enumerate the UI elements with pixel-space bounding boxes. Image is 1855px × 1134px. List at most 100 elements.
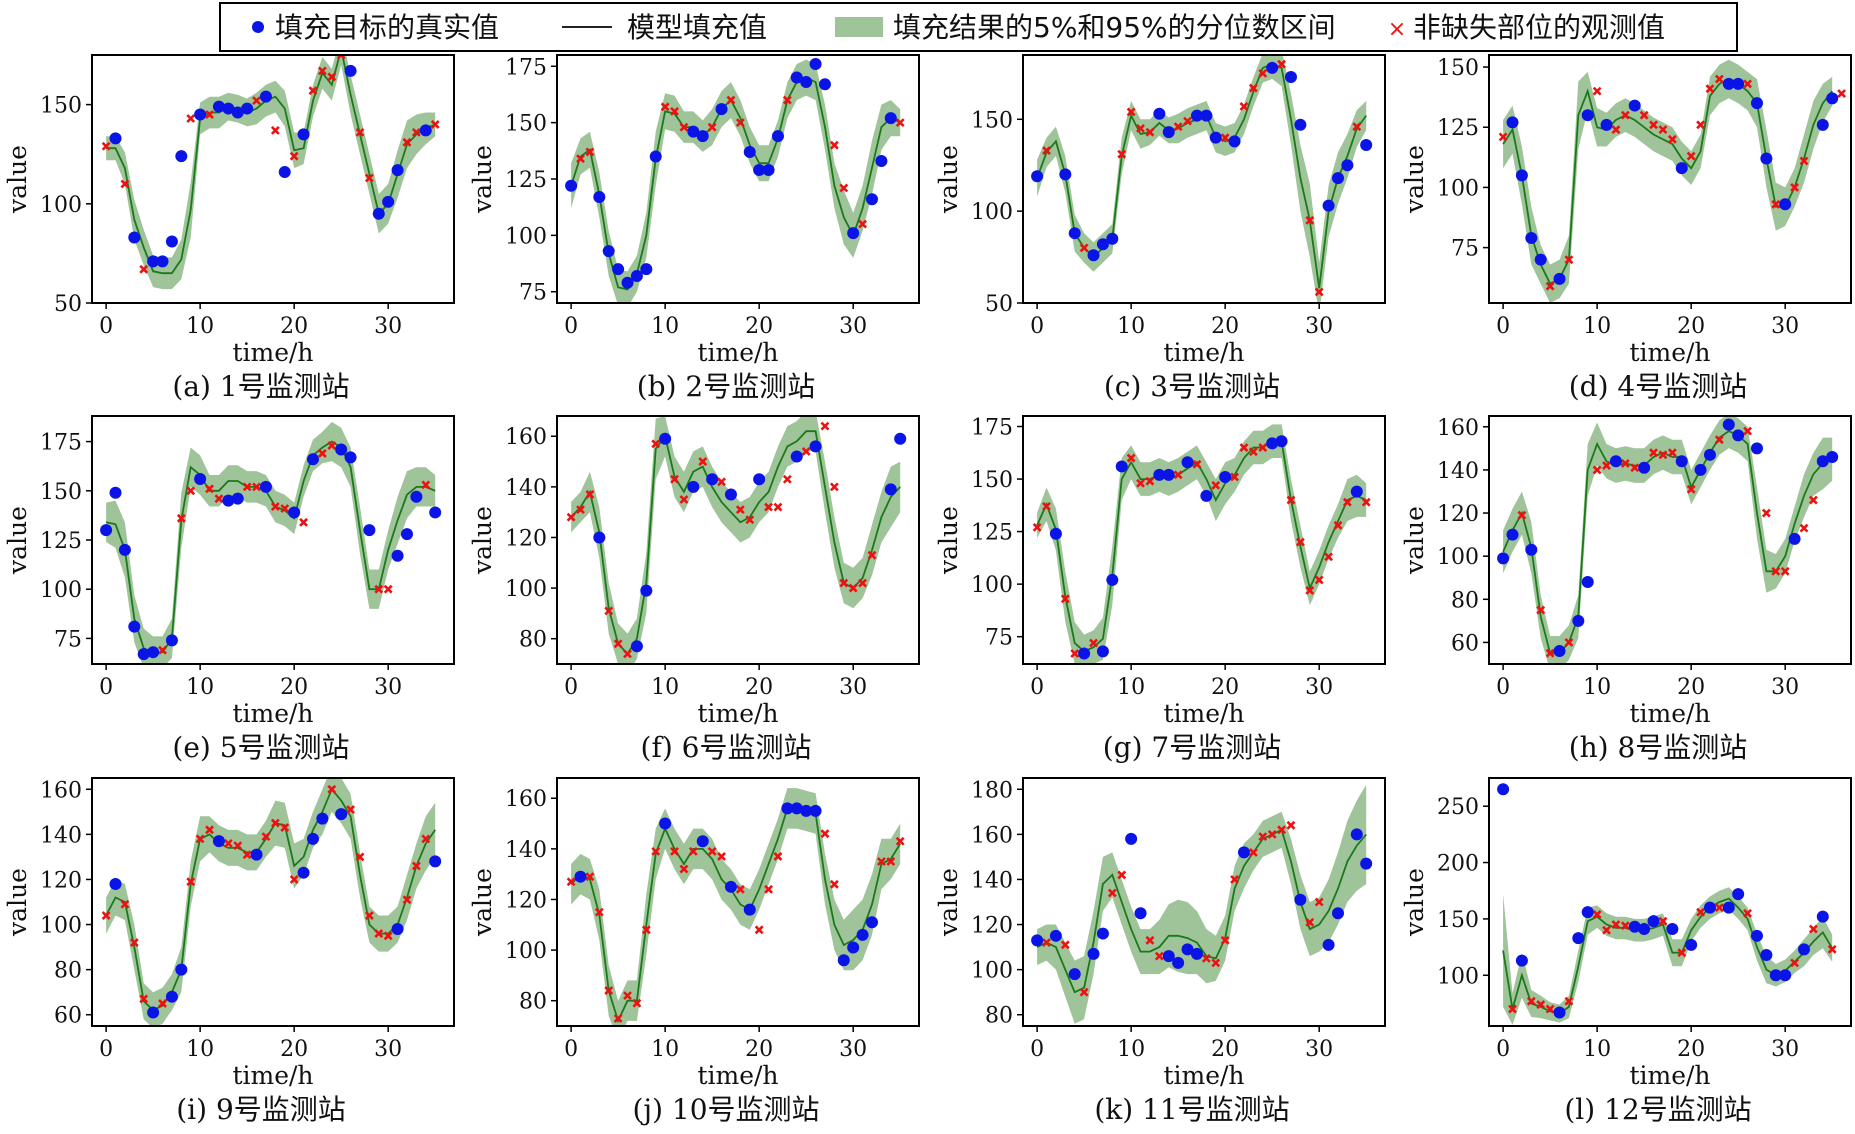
x-tick-label: 0: [1496, 675, 1510, 700]
true-point: [865, 916, 878, 929]
true-point: [165, 634, 178, 647]
true-point: [1350, 828, 1363, 841]
y-tick-label: 150: [971, 108, 1013, 133]
observed-point: [1602, 925, 1611, 935]
observed-point: [848, 583, 858, 593]
true-point: [715, 103, 728, 116]
true-point: [1581, 906, 1594, 919]
observed-point: [1145, 935, 1155, 945]
x-tick-label: 10: [1583, 1037, 1611, 1062]
observed-point: [1620, 110, 1630, 120]
x-axis-label: time/h: [1163, 1061, 1244, 1090]
observed-point: [1799, 523, 1809, 533]
panel-12: 0 10 20 30 100 150 200 250 time/h value (l) 12号监测站: [1400, 777, 1852, 1126]
y-tick-label: 120: [505, 888, 547, 913]
true-point: [1190, 947, 1203, 960]
true-point: [706, 473, 719, 486]
true-point: [344, 451, 357, 464]
observed-point: [1042, 938, 1051, 948]
observed-point: [1658, 125, 1668, 135]
observed-point: [1042, 146, 1051, 155]
observed-point: [374, 584, 384, 594]
true-point: [231, 492, 244, 505]
true-point: [1219, 470, 1232, 483]
true-point: [1106, 573, 1119, 586]
true-point: [884, 483, 897, 496]
panel-frame: [1488, 777, 1852, 1027]
x-tick-label: 10: [186, 675, 214, 700]
true-point: [649, 150, 662, 163]
quantile-band: [1037, 784, 1367, 1024]
observed-point: [651, 439, 661, 449]
y-axis-label: value: [1400, 868, 1429, 937]
true-point: [1826, 92, 1839, 105]
true-point: [391, 549, 404, 562]
x-tick-label: 10: [651, 675, 679, 700]
true-point: [1797, 943, 1810, 956]
true-point: [1600, 118, 1613, 131]
panel-1: 0 10 20 30 50 100 150 time/h value (a) 1号监测站: [3, 54, 455, 403]
observed-point: [585, 147, 595, 157]
true-point: [419, 124, 432, 137]
observed-point: [1714, 903, 1724, 913]
panel-8: 0 10 20 30 60 80 100 120 140 160 time/h value (h) 8号…: [1400, 415, 1852, 764]
observed-point: [585, 872, 595, 882]
true-point: [1497, 552, 1510, 565]
true-point: [1087, 947, 1100, 960]
observed-point: [280, 823, 290, 833]
y-tick-label: 80: [519, 990, 547, 1015]
y-tick-label: 75: [54, 627, 82, 652]
y-axis-label: value: [1400, 506, 1429, 575]
true-point: [1816, 118, 1829, 131]
y-tick-label: 160: [505, 425, 547, 450]
true-point: [1534, 253, 1547, 266]
observed-point: [120, 179, 130, 189]
panel-caption: (l) 12号监测站: [1564, 1093, 1751, 1126]
x-tick-label: 0: [1030, 675, 1044, 700]
x-axis-label: time/h: [697, 338, 778, 367]
observed-point: [679, 864, 689, 874]
observed-point: [1042, 501, 1051, 511]
y-tick-label: 80: [985, 1004, 1013, 1029]
observed-point: [1790, 958, 1799, 968]
true-point: [297, 866, 310, 879]
true-point: [800, 76, 813, 89]
observed-point: [1173, 122, 1183, 132]
observed-point: [829, 140, 839, 150]
observed-point: [186, 486, 196, 496]
true-point: [1350, 485, 1363, 498]
quantile-band: [106, 55, 436, 290]
x-tick-label: 0: [99, 1037, 113, 1062]
observed-point: [158, 999, 167, 1008]
observed-point: [1592, 909, 1602, 919]
true-point: [288, 506, 301, 519]
model-line: [1036, 440, 1367, 653]
observed-point: [1136, 124, 1145, 133]
true-point: [724, 488, 737, 501]
x-axis-label: time/h: [232, 338, 313, 367]
true-point: [1200, 489, 1213, 502]
observed-point: [585, 490, 595, 499]
y-tick-label: 120: [1437, 502, 1479, 527]
true-point: [1237, 846, 1250, 859]
x-axis-label: time/h: [1163, 338, 1244, 367]
true-point: [743, 903, 756, 916]
true-point: [1294, 893, 1307, 906]
true-point: [1322, 199, 1335, 212]
true-point: [1049, 527, 1062, 540]
true-point: [1826, 450, 1839, 463]
y-tick-label: 50: [54, 292, 82, 317]
y-tick-label: 100: [505, 577, 547, 602]
true-point: [175, 963, 188, 976]
true-point: [1096, 238, 1109, 251]
observed-point: [374, 929, 384, 938]
y-tick-label: 140: [971, 868, 1013, 893]
plot-area: [566, 788, 905, 1026]
observed-point: [1649, 120, 1658, 130]
observed-point: [688, 846, 698, 856]
y-tick-label: 150: [40, 94, 82, 119]
x-tick-label: 0: [1030, 1037, 1044, 1062]
observed-point: [364, 911, 374, 920]
observed-point: [1639, 110, 1649, 120]
observed-point: [1333, 520, 1343, 530]
